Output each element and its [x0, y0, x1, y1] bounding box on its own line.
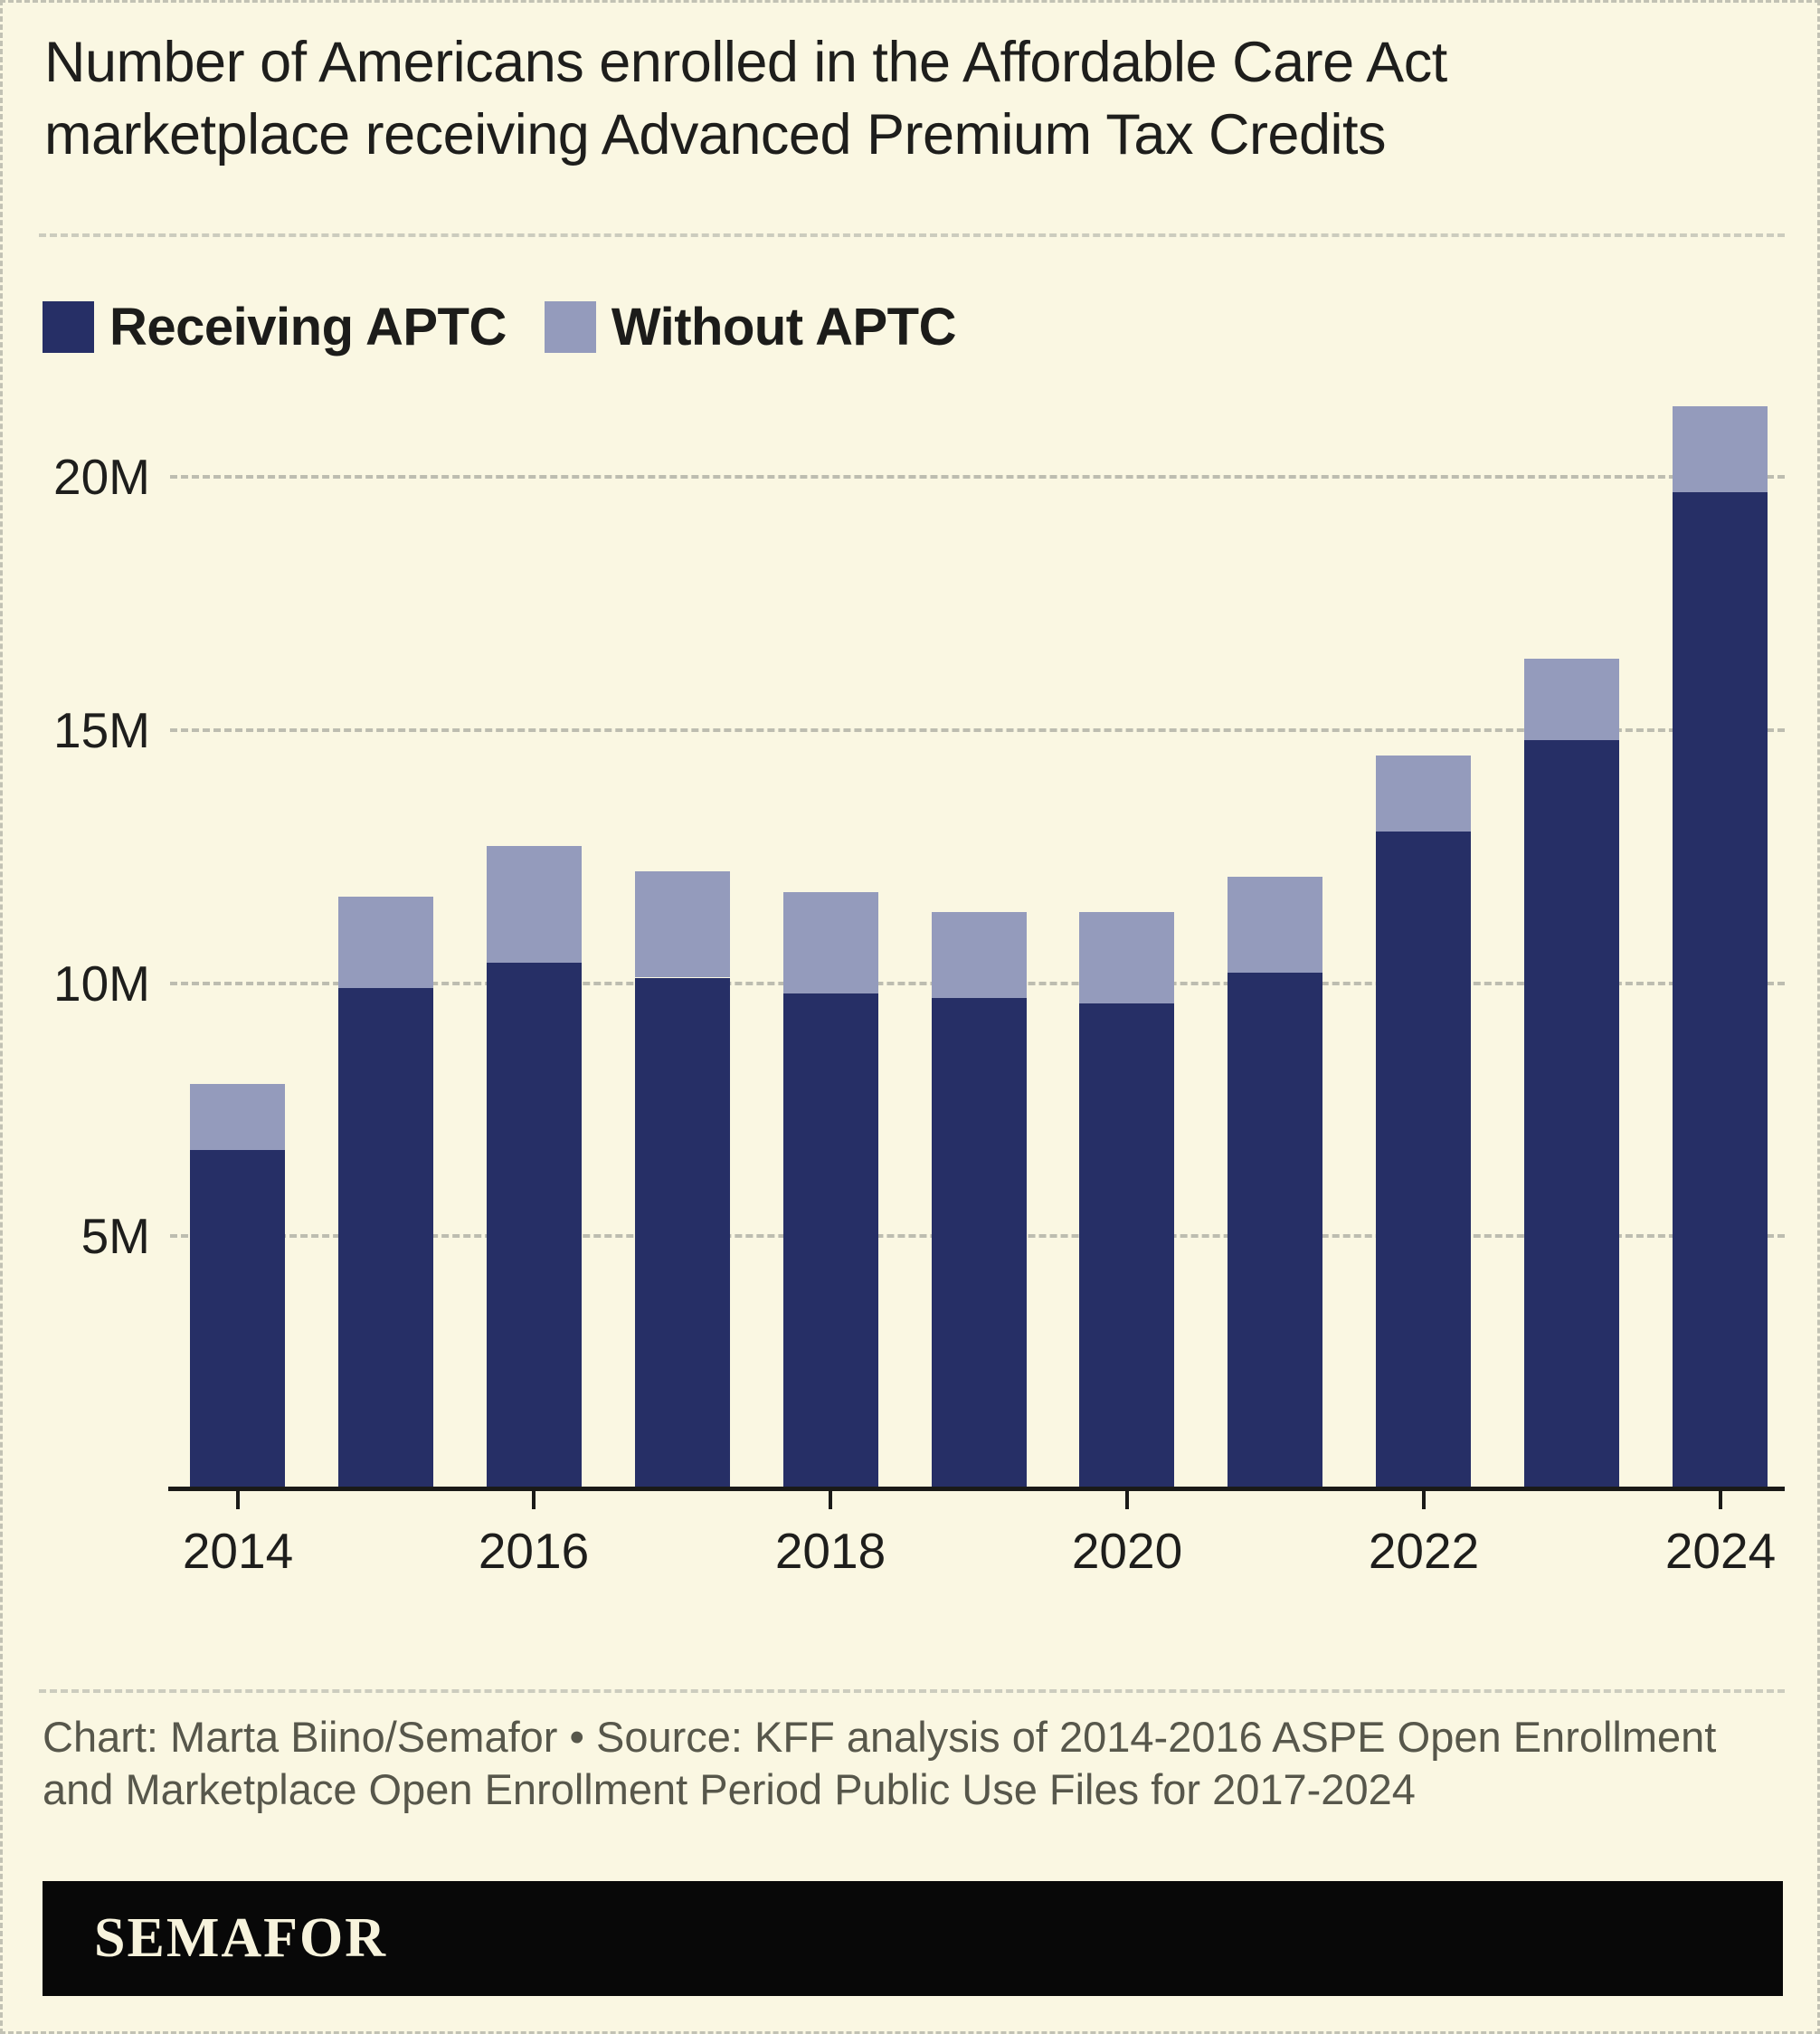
bar-2021-without-aptc — [1228, 877, 1322, 973]
bar-2018-receiving-aptc — [783, 993, 878, 1489]
y-axis-label-5M: 5M — [81, 1208, 150, 1265]
x-axis-tick-2014 — [236, 1491, 240, 1509]
legend-swatch-receiving-aptc — [43, 301, 94, 353]
bar-2014-without-aptc — [190, 1084, 285, 1150]
bar-2018-without-aptc — [783, 892, 878, 993]
bar-2016-receiving-aptc — [487, 963, 582, 1489]
x-axis-tick-2016 — [532, 1491, 536, 1509]
x-axis-tick-2020 — [1125, 1491, 1129, 1509]
x-axis-label-2020: 2020 — [1071, 1523, 1183, 1579]
legend-item-without-aptc: Without APTC — [544, 298, 957, 356]
stacked-bar-chart: 5M 10M 15M 20M 2014 2016 2018 2020 2022 2024 — [3, 3, 1817, 2031]
x-axis-label-2018: 2018 — [774, 1523, 886, 1579]
semafor-logo-bar: SEMAFOR — [43, 1881, 1783, 1996]
bar-2023-receiving-aptc — [1524, 740, 1619, 1489]
bar-2023-without-aptc — [1524, 659, 1619, 740]
legend-item-receiving-aptc: Receiving APTC — [43, 298, 507, 356]
legend: Receiving APTC Without APTC — [43, 298, 957, 356]
bar-2022-receiving-aptc — [1376, 832, 1471, 1489]
bar-2017-without-aptc — [635, 871, 730, 977]
bar-2020-without-aptc — [1079, 912, 1174, 1003]
legend-label-receiving-aptc: Receiving APTC — [109, 298, 507, 356]
bar-2024-without-aptc — [1673, 406, 1768, 492]
legend-label-without-aptc: Without APTC — [611, 298, 957, 356]
bar-2019-without-aptc — [932, 912, 1027, 998]
bar-2019-receiving-aptc — [932, 998, 1027, 1489]
x-axis-tick-2018 — [829, 1491, 832, 1509]
bar-2015-without-aptc — [338, 897, 433, 988]
title-separator — [39, 233, 1785, 237]
gridline-15M — [170, 727, 1785, 732]
bar-2021-receiving-aptc — [1228, 973, 1322, 1489]
x-axis-label-2016: 2016 — [478, 1523, 590, 1579]
x-axis-line — [168, 1487, 1785, 1491]
x-axis-label-2014: 2014 — [182, 1523, 294, 1579]
x-axis-label-2022: 2022 — [1368, 1523, 1480, 1579]
bar-2017-receiving-aptc — [635, 978, 730, 1489]
footer-separator — [39, 1689, 1785, 1693]
bar-2024-receiving-aptc — [1673, 492, 1768, 1489]
x-axis-label-2024: 2024 — [1664, 1523, 1777, 1579]
chart-title: Number of Americans enrolled in the Affo… — [44, 31, 1447, 166]
y-axis-label-15M: 15M — [53, 701, 150, 758]
y-axis-label-20M: 20M — [53, 449, 150, 505]
x-axis-tick-2024 — [1719, 1491, 1722, 1509]
credit-line: Chart: Marta Biino/Semafor • Source: KFF… — [43, 1713, 1717, 1813]
bar-2022-without-aptc — [1376, 756, 1471, 832]
x-axis-tick-2022 — [1422, 1491, 1426, 1509]
legend-swatch-without-aptc — [544, 301, 596, 353]
semafor-wordmark: SEMAFOR — [94, 1907, 387, 1969]
bar-2015-receiving-aptc — [338, 988, 433, 1489]
bar-2016-without-aptc — [487, 846, 582, 963]
gridline-20M — [170, 475, 1785, 479]
bar-2014-receiving-aptc — [190, 1150, 285, 1489]
bar-2020-receiving-aptc — [1079, 1003, 1174, 1489]
y-axis-label-10M: 10M — [53, 955, 150, 1012]
